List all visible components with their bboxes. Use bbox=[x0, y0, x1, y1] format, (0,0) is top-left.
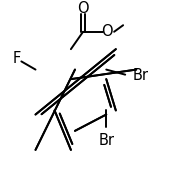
Text: Br: Br bbox=[98, 133, 114, 148]
Text: Br: Br bbox=[133, 68, 149, 83]
Text: O: O bbox=[77, 1, 89, 15]
Text: O: O bbox=[101, 24, 113, 39]
Text: F: F bbox=[12, 51, 20, 66]
